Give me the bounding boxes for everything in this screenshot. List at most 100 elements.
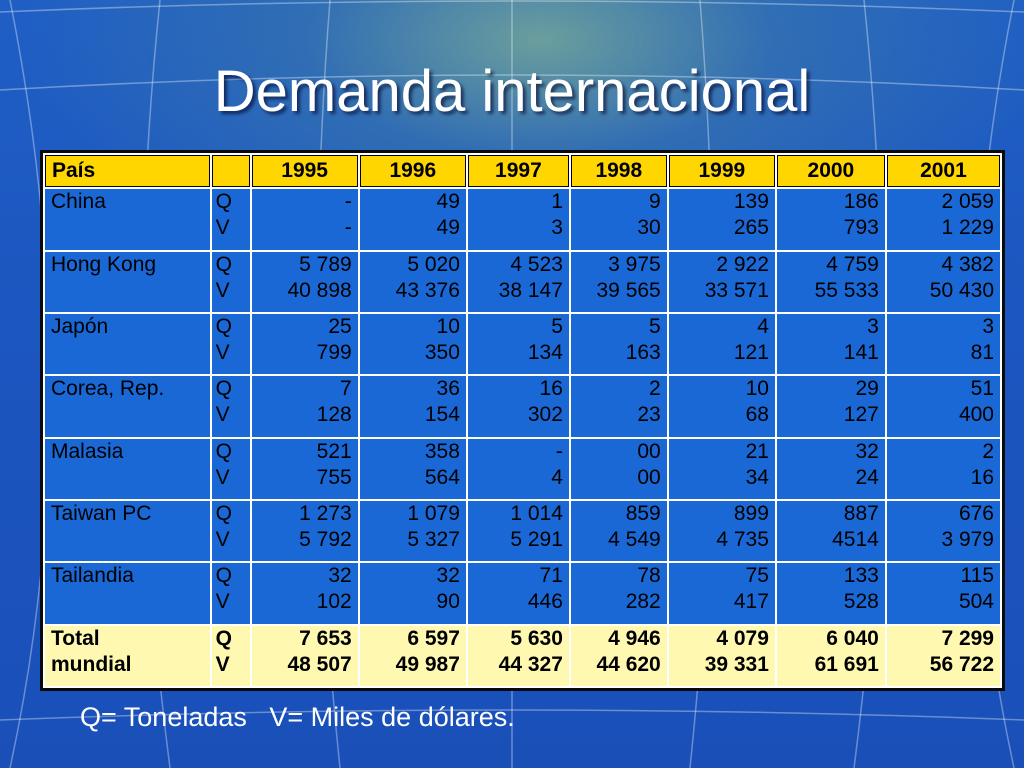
value-v: 128 [316, 403, 352, 427]
qv-label-q: Q [215, 439, 233, 463]
value-v: 48 507 [287, 652, 352, 676]
value-cell: 1 273 5 792 [251, 500, 358, 562]
value-v: 504 [958, 590, 994, 614]
value-q: 859 [625, 501, 661, 525]
value-q: 1 [551, 190, 563, 214]
value-q: 115 [960, 564, 994, 588]
value-cell: 4 523 38 147 [467, 251, 569, 312]
value-cell: 36 154 [359, 376, 466, 437]
value-v: 38 147 [498, 278, 563, 302]
value-v: 39 331 [704, 652, 769, 676]
value-q: 139 [733, 190, 769, 214]
value-v: 400 [958, 403, 994, 427]
value-q: 2 922 [716, 252, 769, 276]
value-q: 1 273 [299, 501, 352, 525]
value-q: 9 [649, 190, 661, 214]
value-q: 32 [436, 564, 460, 588]
value-v: 90 [436, 590, 460, 614]
value-q: 1 079 [407, 501, 460, 525]
value-cell: 4 382 50 430 [886, 251, 1000, 312]
value-cell: 7 128 [251, 376, 358, 437]
value-v: 127 [843, 403, 879, 427]
value-cell: 887 4514 [776, 500, 885, 562]
value-v: 24 [855, 465, 879, 489]
value-cell: 2 23 [570, 376, 667, 437]
qv-label-v: V [215, 403, 230, 427]
country-name: Tailandia [45, 563, 210, 624]
header-year: 2001 [886, 155, 1000, 188]
value-v: 102 [316, 590, 352, 614]
value-q: 186 [843, 190, 879, 214]
value-cell: 7 653 48 507 [251, 625, 358, 686]
value-q: 78 [637, 564, 661, 588]
value-v: 39 565 [596, 278, 661, 302]
qv-label-v: V [215, 590, 230, 614]
value-v: - [344, 216, 352, 240]
value-v: 446 [527, 590, 563, 614]
table-row: Corea, Rep. Q V 7 128 36 154 16 302 2 23 10 68 29 127 5… [45, 376, 1000, 437]
value-v: 4 [551, 465, 563, 489]
value-v: 5 291 [510, 527, 563, 551]
value-q: 6 040 [826, 626, 879, 650]
value-q: 2 [649, 377, 661, 401]
value-v: 40 898 [287, 278, 352, 302]
value-q: 5 789 [299, 252, 352, 276]
value-q: 7 653 [299, 626, 352, 650]
value-v: 50 430 [929, 278, 994, 302]
country-name: China [45, 189, 210, 250]
value-v: 43 376 [395, 278, 460, 302]
value-v: 56 722 [929, 652, 994, 676]
value-cell: 21 34 [668, 438, 775, 499]
qv-label-q: Q [215, 252, 233, 276]
value-q: 5 [649, 314, 661, 338]
value-v: 4514 [832, 527, 879, 551]
value-v: 5 792 [299, 527, 352, 551]
value-q: 32 [328, 564, 352, 588]
value-v: 163 [625, 340, 661, 364]
value-cell: 25 799 [251, 313, 358, 375]
value-cell: 3 141 [776, 313, 885, 375]
value-q: 36 [436, 377, 460, 401]
value-q: 21 [745, 439, 769, 463]
value-cell: 5 163 [570, 313, 667, 375]
value-q: 4 079 [716, 626, 769, 650]
value-q: 49 [436, 190, 460, 214]
value-q: 75 [745, 564, 769, 588]
value-v: 134 [527, 340, 563, 364]
value-q: 2 [982, 439, 994, 463]
value-q: 521 [316, 439, 352, 463]
value-q: 00 [637, 439, 661, 463]
value-v: 4 549 [608, 527, 661, 551]
value-q: 6 597 [407, 626, 460, 650]
value-v: 528 [843, 590, 879, 614]
qv-label-v: V [215, 340, 230, 364]
value-cell: 358 564 [359, 438, 466, 499]
value-q: - [344, 190, 352, 214]
value-cell: 859 4 549 [570, 500, 667, 562]
value-v: 34 [745, 465, 769, 489]
value-cell: 186 793 [776, 189, 885, 250]
value-q: 4 523 [510, 252, 563, 276]
header-qv [211, 155, 250, 188]
country-name: Taiwan PC [45, 500, 210, 562]
value-q: 1 014 [510, 501, 563, 525]
header-year: 1999 [668, 155, 775, 188]
value-cell: 10 68 [668, 376, 775, 437]
value-q: 4 946 [608, 626, 661, 650]
value-q: 10 [745, 377, 769, 401]
value-q: 3 975 [608, 252, 661, 276]
value-v: 44 620 [596, 652, 661, 676]
value-q: 3 [982, 314, 994, 338]
qv-label-q: Q [215, 190, 233, 214]
qv-label-v: V [215, 465, 230, 489]
total-row: Total mundial Q V 7 653 48 507 6 597 49 987 5 63… [45, 625, 1000, 686]
value-v: 1 229 [941, 216, 994, 240]
value-v: 23 [637, 403, 661, 427]
value-cell: 4 759 55 533 [776, 251, 885, 312]
